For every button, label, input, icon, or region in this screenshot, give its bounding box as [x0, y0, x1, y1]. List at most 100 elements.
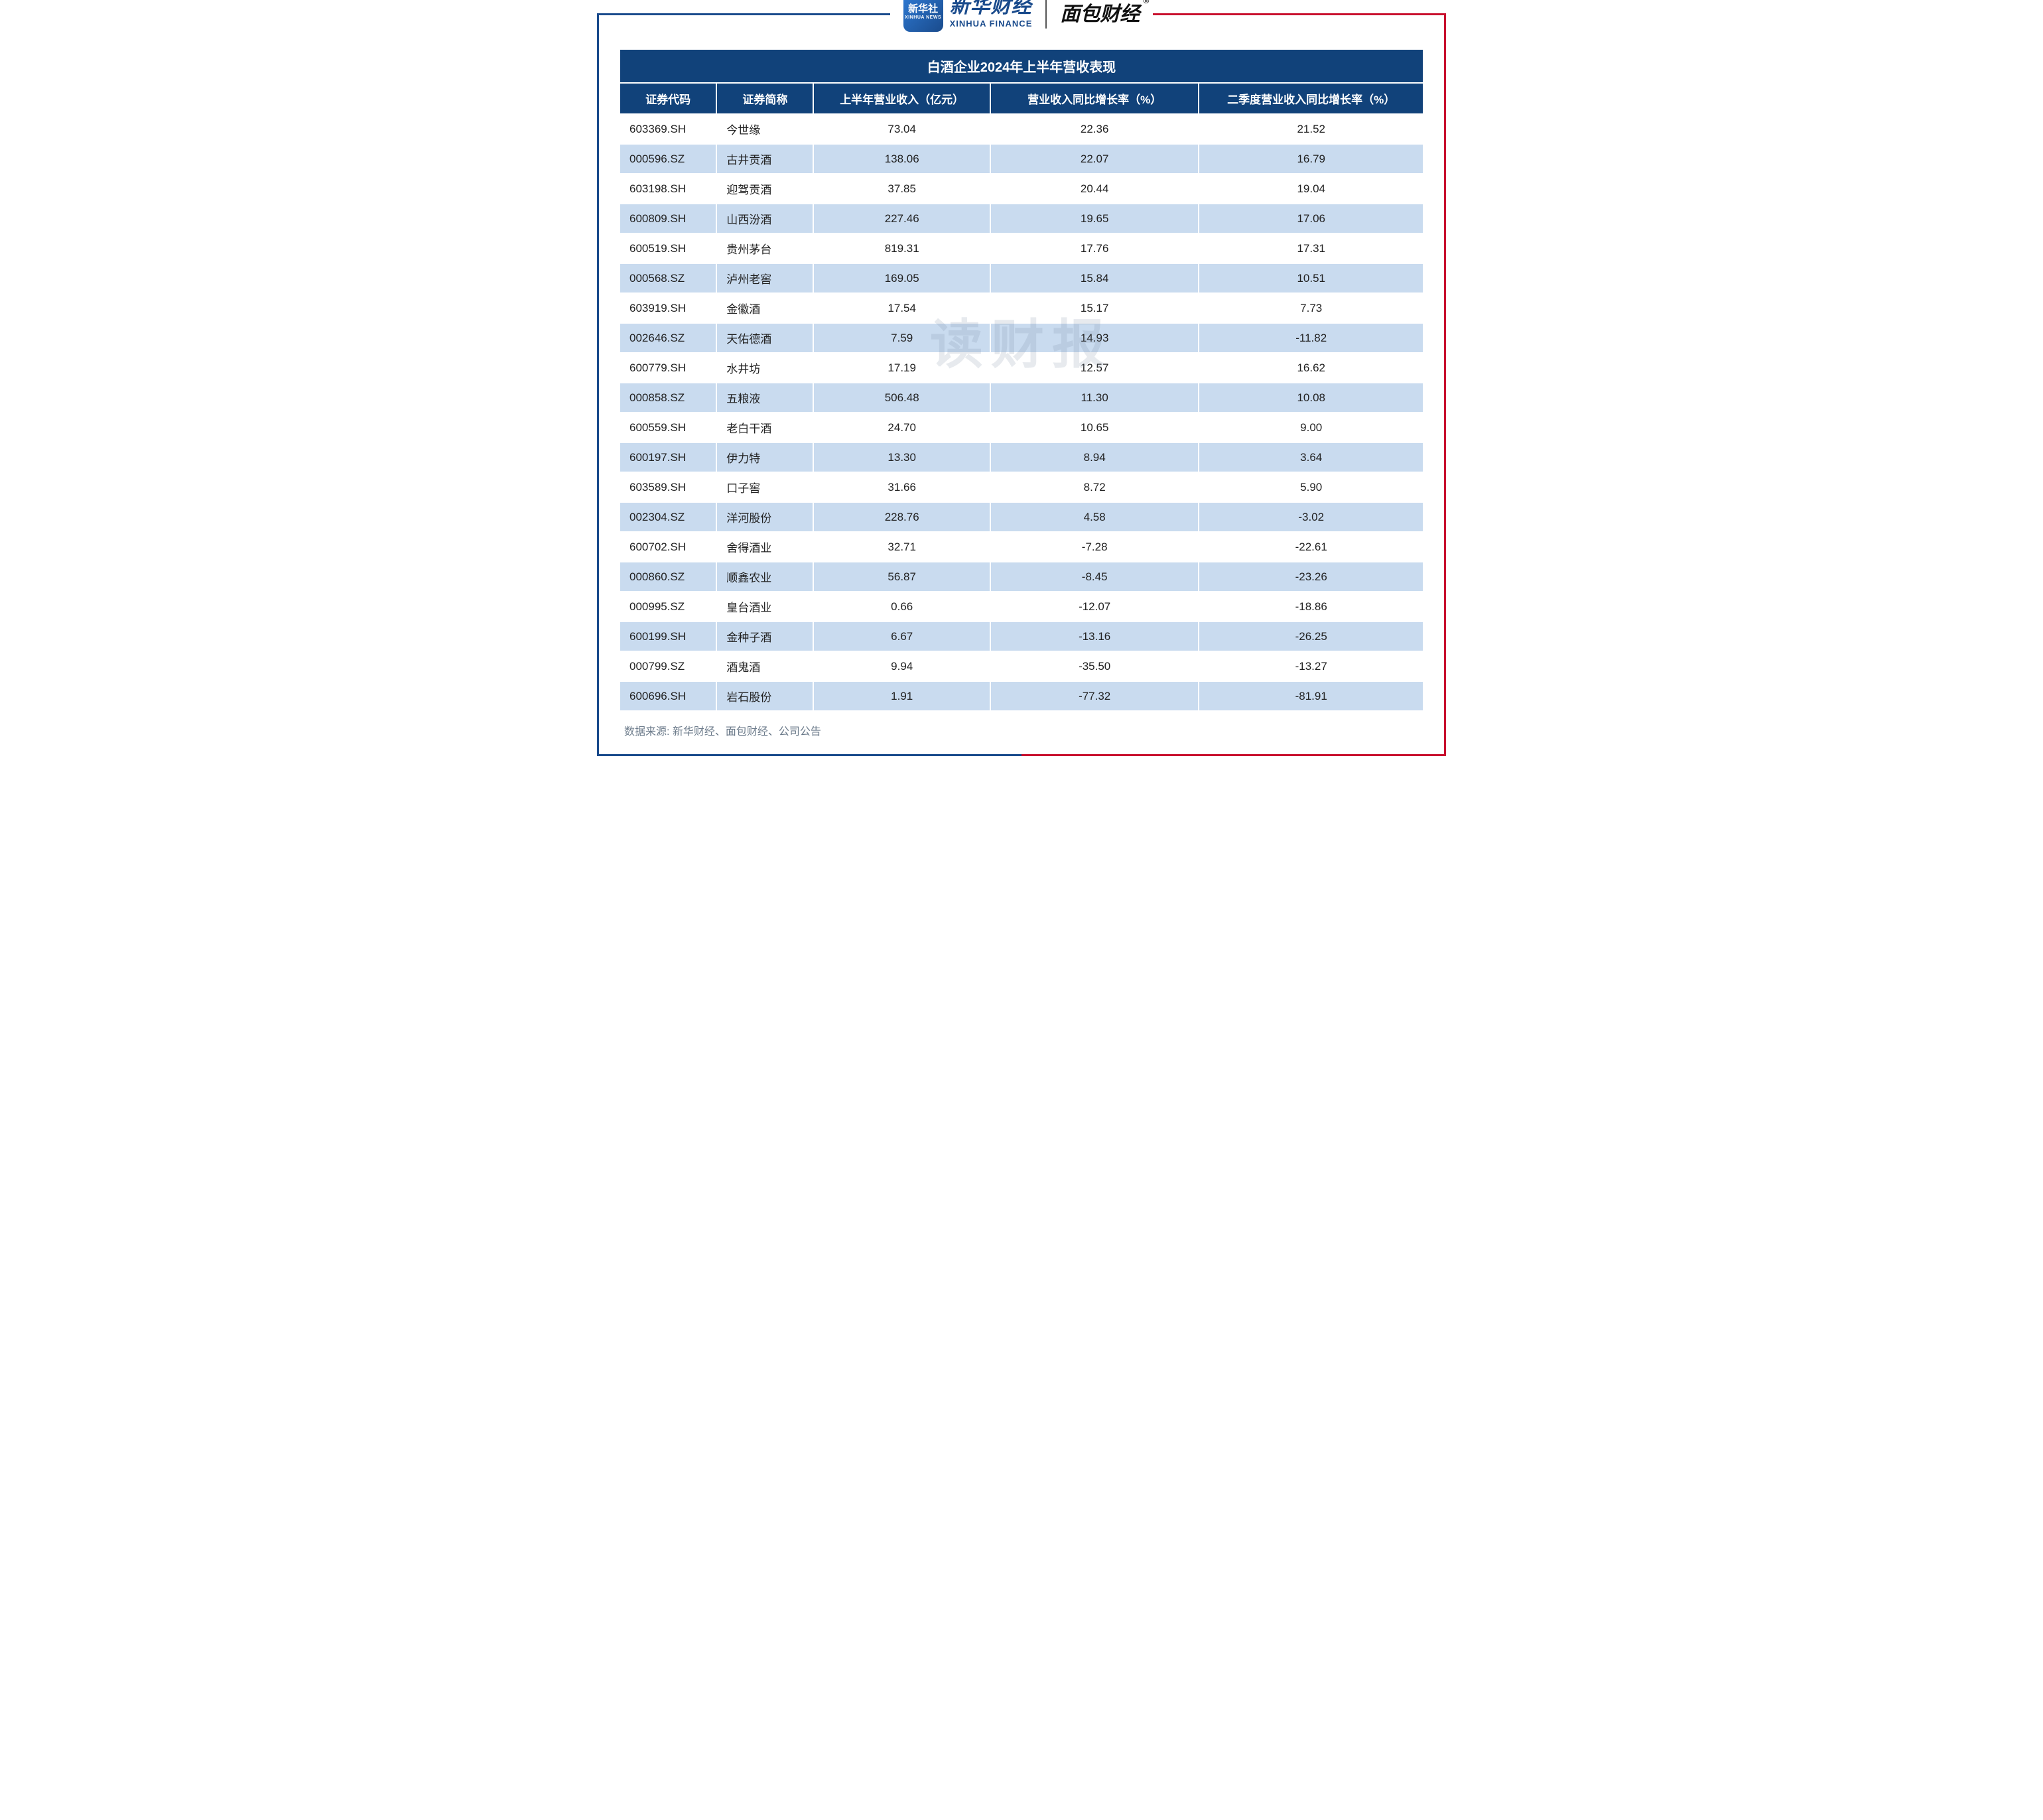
cell-name: 金徽酒 [717, 294, 813, 322]
cell-code: 002646.SZ [620, 324, 716, 352]
cell-g1: 14.93 [991, 324, 1199, 352]
table-row: 603369.SH今世缘73.0422.3621.52 [620, 115, 1423, 143]
cell-g2: -81.91 [1199, 682, 1423, 710]
cell-g1: 15.17 [991, 294, 1199, 322]
cell-rev: 819.31 [814, 234, 989, 263]
cell-g1: 12.57 [991, 354, 1199, 382]
cell-name: 迎驾贡酒 [717, 174, 813, 203]
cell-rev: 169.05 [814, 264, 989, 292]
cell-name: 五粮液 [717, 383, 813, 412]
cell-g1: -77.32 [991, 682, 1199, 710]
cell-rev: 17.54 [814, 294, 989, 322]
cell-rev: 1.91 [814, 682, 989, 710]
cell-code: 000995.SZ [620, 592, 716, 621]
cell-name: 洋河股份 [717, 503, 813, 531]
cell-rev: 227.46 [814, 204, 989, 233]
cell-g2: 17.31 [1199, 234, 1423, 263]
table-row: 600559.SH老白干酒24.7010.659.00 [620, 413, 1423, 442]
cell-code: 600809.SH [620, 204, 716, 233]
cell-g2: -3.02 [1199, 503, 1423, 531]
cell-rev: 506.48 [814, 383, 989, 412]
cell-rev: 0.66 [814, 592, 989, 621]
table-row: 000596.SZ古井贡酒138.0622.0716.79 [620, 145, 1423, 173]
cell-name: 口子窖 [717, 473, 813, 501]
cell-code: 000799.SZ [620, 652, 716, 681]
cell-code: 603919.SH [620, 294, 716, 322]
cell-g2: 16.79 [1199, 145, 1423, 173]
cell-rev: 7.59 [814, 324, 989, 352]
cell-g1: 20.44 [991, 174, 1199, 203]
cell-name: 老白干酒 [717, 413, 813, 442]
table-row: 603589.SH口子窖31.668.725.90 [620, 473, 1423, 501]
cell-name: 古井贡酒 [717, 145, 813, 173]
xinhua-badge-cn: 新华社 [908, 3, 938, 15]
table-header-row: 证券代码 证券简称 上半年营业收入（亿元） 营业收入同比增长率（%） 二季度营业… [620, 84, 1423, 113]
xinhua-news-badge-icon: 新华社 XINHUA NEWS [903, 0, 943, 32]
cell-rev: 56.87 [814, 562, 989, 591]
cell-g1: 22.36 [991, 115, 1199, 143]
col-header-rev: 上半年营业收入（亿元） [814, 84, 989, 113]
table-row: 000995.SZ皇台酒业0.66-12.07-18.86 [620, 592, 1423, 621]
table-row: 603919.SH金徽酒17.5415.177.73 [620, 294, 1423, 322]
cell-g2: 19.04 [1199, 174, 1423, 203]
cell-rev: 13.30 [814, 443, 989, 472]
col-header-code: 证券代码 [620, 84, 716, 113]
cell-code: 603369.SH [620, 115, 716, 143]
cell-code: 600519.SH [620, 234, 716, 263]
cell-code: 600197.SH [620, 443, 716, 472]
table-row: 600519.SH贵州茅台819.3117.7617.31 [620, 234, 1423, 263]
table-row: 600197.SH伊力特13.308.943.64 [620, 443, 1423, 472]
cell-g1: 11.30 [991, 383, 1199, 412]
cell-name: 顺鑫农业 [717, 562, 813, 591]
xinhua-logo-block: 新华社 XINHUA NEWS 新华财经 XINHUA FINANCE [903, 0, 1033, 32]
cell-g2: -23.26 [1199, 562, 1423, 591]
xinhua-badge-en: XINHUA NEWS [905, 15, 941, 21]
cell-code: 000568.SZ [620, 264, 716, 292]
table-row: 600702.SH舍得酒业32.71-7.28-22.61 [620, 533, 1423, 561]
cell-rev: 37.85 [814, 174, 989, 203]
cell-code: 600559.SH [620, 413, 716, 442]
table-title: 白酒企业2024年上半年营收表现 [620, 50, 1423, 82]
cell-g2: 10.51 [1199, 264, 1423, 292]
cell-rev: 138.06 [814, 145, 989, 173]
cell-g2: 21.52 [1199, 115, 1423, 143]
cell-g1: -35.50 [991, 652, 1199, 681]
data-source: 数据来源: 新华财经、面包财经、公司公告 [619, 716, 1424, 741]
cell-g2: 3.64 [1199, 443, 1423, 472]
col-header-growth: 营业收入同比增长率（%） [991, 84, 1199, 113]
cell-name: 舍得酒业 [717, 533, 813, 561]
xinhua-finance-en: XINHUA FINANCE [950, 19, 1033, 28]
cell-g2: -18.86 [1199, 592, 1423, 621]
cell-rev: 73.04 [814, 115, 989, 143]
cell-name: 酒鬼酒 [717, 652, 813, 681]
cell-g1: 22.07 [991, 145, 1199, 173]
table-row: 000568.SZ泸州老窖169.0515.8410.51 [620, 264, 1423, 292]
table-row: 603198.SH迎驾贡酒37.8520.4419.04 [620, 174, 1423, 203]
cell-code: 600779.SH [620, 354, 716, 382]
cell-rev: 228.76 [814, 503, 989, 531]
cell-rev: 31.66 [814, 473, 989, 501]
cell-name: 金种子酒 [717, 622, 813, 651]
table-row: 600696.SH岩石股份1.91-77.32-81.91 [620, 682, 1423, 710]
cell-g2: -22.61 [1199, 533, 1423, 561]
cell-name: 皇台酒业 [717, 592, 813, 621]
cell-code: 600696.SH [620, 682, 716, 710]
table-title-row: 白酒企业2024年上半年营收表现 [620, 50, 1423, 82]
cell-g2: -26.25 [1199, 622, 1423, 651]
table-row: 600199.SH金种子酒6.67-13.16-26.25 [620, 622, 1423, 651]
cell-code: 600199.SH [620, 622, 716, 651]
logo-divider [1045, 0, 1047, 29]
cell-rev: 24.70 [814, 413, 989, 442]
cell-g1: 4.58 [991, 503, 1199, 531]
cell-code: 000860.SZ [620, 562, 716, 591]
cell-name: 岩石股份 [717, 682, 813, 710]
cell-g1: -12.07 [991, 592, 1199, 621]
col-header-name: 证券简称 [717, 84, 813, 113]
col-header-q2: 二季度营业收入同比增长率（%） [1199, 84, 1423, 113]
cell-g2: 5.90 [1199, 473, 1423, 501]
cell-name: 贵州茅台 [717, 234, 813, 263]
cell-code: 603589.SH [620, 473, 716, 501]
cell-g1: -8.45 [991, 562, 1199, 591]
table-row: 000860.SZ顺鑫农业56.87-8.45-23.26 [620, 562, 1423, 591]
cell-code: 603198.SH [620, 174, 716, 203]
